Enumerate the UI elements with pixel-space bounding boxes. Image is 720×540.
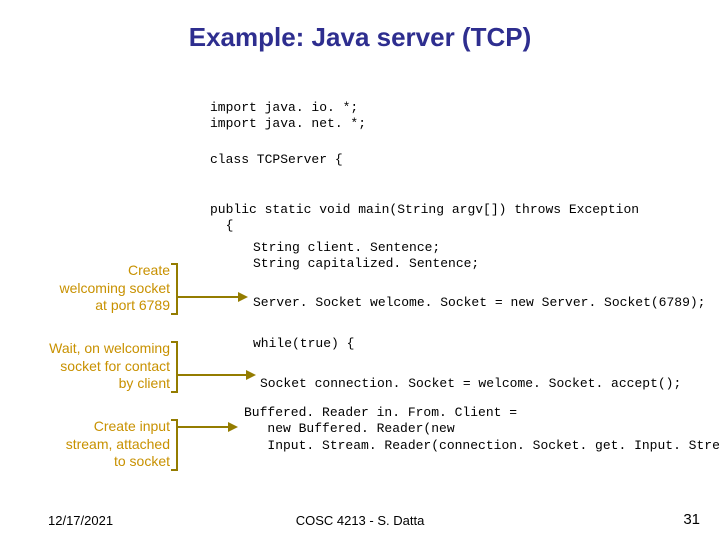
arrow-line-1 [178, 296, 238, 298]
bracket-2 [171, 341, 178, 393]
annotation-input-stream: Create input stream, attached to socket [40, 418, 170, 471]
annotation-wait-contact: Wait, on welcoming socket for contact by… [8, 340, 170, 393]
code-buffered-reader: Buffered. Reader in. From. Client = new … [244, 405, 710, 454]
code-while-true: while(true) { [253, 336, 710, 352]
bracket-1 [171, 263, 178, 315]
arrow-line-3 [178, 426, 228, 428]
code-imports: import java. io. *; import java. net. *; [210, 100, 710, 133]
code-class-decl: class TCPServer { [210, 152, 710, 168]
code-server-socket: Server. Socket welcome. Socket = new Ser… [253, 295, 710, 311]
footer-page-number: 31 [683, 511, 700, 528]
code-main-sig: public static void main(String argv[]) t… [210, 202, 710, 235]
arrow-line-2 [178, 374, 246, 376]
annotation-welcoming-socket: Create welcoming socket at port 6789 [30, 262, 170, 315]
footer-center: COSC 4213 - S. Datta [0, 513, 720, 528]
bracket-3 [171, 419, 178, 471]
arrow-head-2 [246, 370, 256, 380]
slide-title: Example: Java server (TCP) [0, 22, 720, 53]
arrow-head-3 [228, 422, 238, 432]
code-accept: Socket connection. Socket = welcome. Soc… [260, 376, 710, 392]
code-vars: String client. Sentence; String capitali… [253, 240, 710, 273]
arrow-head-1 [238, 292, 248, 302]
